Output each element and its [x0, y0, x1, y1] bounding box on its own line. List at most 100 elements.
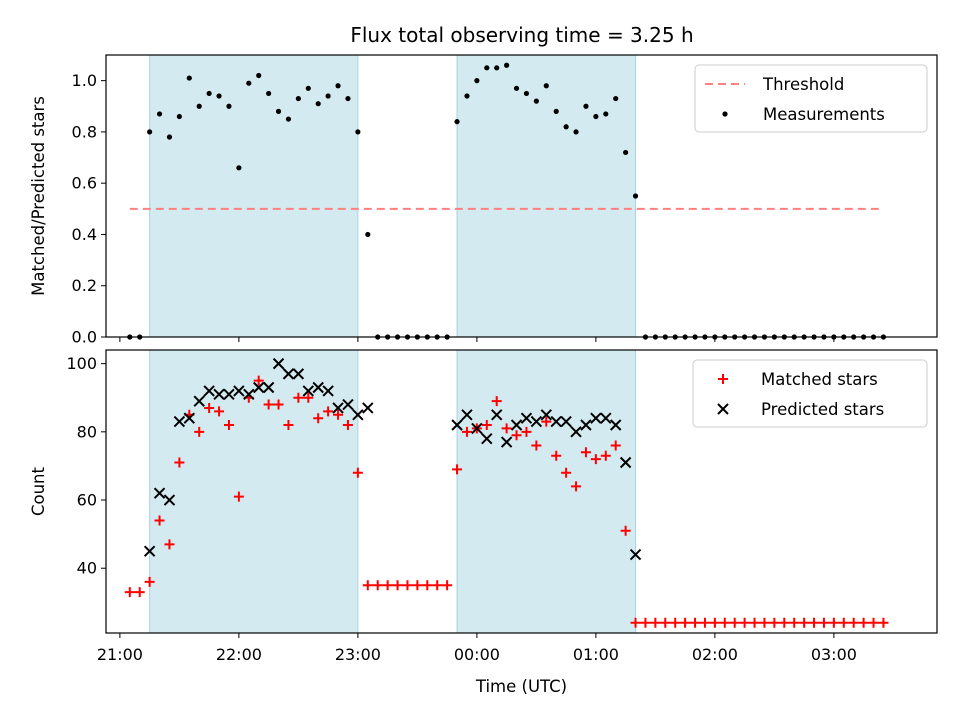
count-panel: 40 60 80 100 21:00 22:00 23:00 00:00 01:00 02:00 0… [29, 349, 938, 696]
matched-point [630, 617, 641, 628]
predicted-point [461, 409, 473, 421]
legend: Matched stars Predicted stars [692, 359, 928, 428]
matched-point [799, 617, 810, 628]
matched-point [432, 580, 443, 591]
matched-point [174, 457, 185, 468]
matched-point [382, 580, 393, 591]
matched-point [194, 426, 205, 437]
predicted-point [451, 419, 463, 431]
matched-point [620, 525, 631, 536]
measurement-point [275, 108, 282, 114]
matched-point [580, 447, 591, 458]
predicted-point [500, 436, 513, 448]
measurement-point [632, 193, 639, 199]
matched-point [362, 580, 373, 591]
legend-label: Matched stars [761, 370, 878, 389]
measurement-point [176, 113, 182, 120]
predicted-point [183, 412, 196, 424]
measurement-point [365, 231, 371, 238]
matched-point [233, 491, 244, 502]
y-tick-label: 0.4 [72, 225, 97, 244]
measurement-point [345, 95, 351, 102]
predicted-point [629, 548, 642, 561]
measurement-point [147, 129, 153, 135]
measurement-point [603, 111, 609, 117]
shaded-interval [456, 54, 637, 338]
matched-point [640, 617, 651, 628]
x-axis-label: Time (UTC) [475, 677, 567, 696]
measurement-point [156, 111, 163, 117]
measurement-point [246, 80, 252, 86]
matched-point [452, 464, 463, 475]
matched-point [561, 467, 572, 478]
legend-label: Predicted stars [761, 400, 884, 419]
legend-label: Measurements [763, 105, 885, 124]
matched-point [699, 617, 710, 628]
measurement-point [583, 103, 589, 109]
axes-frame [105, 349, 938, 634]
x-tick-label: 01:00 [573, 645, 619, 664]
matched-point [719, 617, 730, 628]
x-tick-label: 03:00 [811, 645, 857, 664]
axes-frame [105, 54, 938, 338]
legend-matched-swatch [718, 374, 728, 384]
predicted-point [362, 402, 374, 414]
series-0 [124, 375, 889, 628]
matched-point [402, 580, 413, 591]
measurement-point [513, 85, 520, 91]
predicted-point [520, 412, 533, 424]
matched-point [759, 617, 770, 628]
matched-point [422, 580, 433, 591]
matched-point [372, 580, 383, 591]
predicted-point [143, 545, 156, 557]
legend-box [692, 359, 928, 428]
matched-point [352, 467, 363, 478]
matched-point [769, 617, 780, 628]
measurement-point [563, 124, 569, 130]
matched-point [303, 392, 314, 403]
matched-point [660, 617, 671, 628]
matched-point [501, 423, 512, 434]
matched-point [749, 617, 760, 628]
measurement-point [543, 83, 549, 89]
matched-point [134, 587, 145, 598]
x-tick-label: 23:00 [335, 645, 381, 664]
predicted-point [619, 456, 632, 469]
predicted-point [243, 388, 255, 401]
legend-measurement-swatch [722, 111, 728, 117]
y-axis-label: Count [29, 466, 48, 516]
measurement-point [216, 93, 222, 99]
predicted-point [233, 385, 245, 397]
y-tick-label: 1.0 [72, 71, 97, 90]
predicted-point [560, 415, 572, 428]
measurement-point [504, 62, 510, 68]
matched-point [531, 440, 542, 451]
measurement-point [186, 75, 192, 81]
x-tick-label: 21:00 [97, 645, 143, 664]
y-axis-label: Matched/Predicted stars [29, 96, 48, 296]
measurement-point [573, 129, 579, 135]
predicted-point [550, 415, 562, 428]
measurement-point [494, 65, 500, 71]
shaded-interval [149, 54, 359, 338]
matched-point [551, 450, 562, 461]
legend-predicted-swatch [717, 403, 729, 415]
matched-point [323, 406, 334, 417]
measurement-point [593, 113, 599, 120]
matched-point [838, 617, 849, 628]
predicted-point [163, 494, 176, 506]
matched-point [809, 617, 820, 628]
predicted-point [193, 395, 205, 407]
matched-point [650, 617, 661, 628]
y-tick-label: 0.0 [72, 328, 97, 347]
legend-box [694, 64, 928, 133]
legend-label: Threshold [762, 75, 844, 94]
matched-point [412, 580, 423, 591]
measurement-point [226, 103, 232, 109]
measurement-point [474, 78, 480, 84]
y-tick-label: 0.2 [72, 276, 97, 295]
matched-point [263, 399, 274, 410]
predicted-point [312, 381, 324, 394]
matched-point [491, 396, 502, 407]
predicted-point [332, 402, 344, 414]
